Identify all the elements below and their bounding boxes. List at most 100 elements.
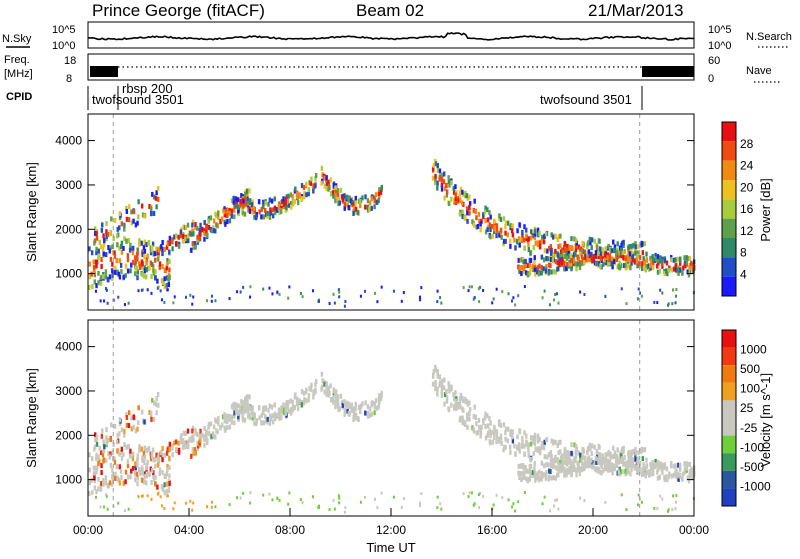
velocity-cell-282 <box>173 440 176 446</box>
velocity-cell-1408 <box>185 501 188 505</box>
power-cell-77 <box>124 273 127 279</box>
power-cell-1461 <box>343 304 346 308</box>
power-cell-1027 <box>625 256 628 262</box>
power-cell-925 <box>568 244 571 250</box>
velocity-cell-768 <box>479 427 482 433</box>
power-cell-1470 <box>492 297 495 301</box>
power-cell-1377 <box>690 265 693 271</box>
power-cell-1471 <box>249 285 252 289</box>
power-cell-640 <box>359 198 362 204</box>
velocity-cell-1286 <box>643 466 646 472</box>
velocity-cell-650 <box>370 411 373 417</box>
velocity-cell-1184 <box>581 454 584 460</box>
power-cell-1200 <box>595 261 598 267</box>
power-cell-842 <box>523 245 526 251</box>
power-cell-1321 <box>660 261 664 267</box>
velocity-cell-653 <box>370 402 373 408</box>
velocity-cell-39 <box>105 458 108 464</box>
power-cell-265 <box>156 256 160 262</box>
velocity-cell-341 <box>203 425 206 431</box>
power-cell-114 <box>140 240 143 246</box>
velocity-cell-512 <box>282 402 285 408</box>
power-cell-164 <box>163 267 167 273</box>
power-cell-782 <box>489 234 492 240</box>
power-cell-426 <box>236 204 240 210</box>
velocity-cell-909 <box>559 439 562 445</box>
velocity-cell-1294 <box>647 472 651 478</box>
power-cell-213 <box>125 205 128 211</box>
power-cell-63 <box>116 242 119 248</box>
velocity-cell-162 <box>163 482 166 488</box>
velocity-cell-199 <box>109 436 113 442</box>
velocity-cell-1482 <box>472 503 475 507</box>
power-cell-868 <box>536 227 540 233</box>
velocity-cell-131 <box>150 480 153 486</box>
velocity-cell-132 <box>149 466 153 472</box>
velocity-cell-477 <box>268 420 272 426</box>
power-cell-1184 <box>581 248 584 254</box>
velocity-cell-1273 <box>633 465 637 471</box>
power-cell-796 <box>495 223 499 229</box>
power-cell-106 <box>136 250 139 256</box>
velocity-cell-1119 <box>549 469 552 475</box>
power-cell-1077 <box>524 258 527 264</box>
power-cell-446 <box>251 209 254 215</box>
velocity-cell-1178 <box>579 466 582 472</box>
velocity-cell-1202 <box>594 456 598 462</box>
velocity-cell-1063 <box>518 471 521 477</box>
velocity-cell-814 <box>506 426 510 432</box>
velocity-cell-714 <box>452 392 455 398</box>
power-cell-892 <box>550 248 553 254</box>
velocity-cell-1082 <box>528 476 532 482</box>
velocity-cell-705 <box>447 381 450 387</box>
power-cell-252 <box>143 248 147 254</box>
power-cell-481 <box>270 198 274 204</box>
velocity-cell-444 <box>248 414 252 420</box>
power-cell-1221 <box>604 253 607 259</box>
velocity-cell-903 <box>557 440 561 446</box>
power-cell-430 <box>239 198 242 204</box>
power-cell-880 <box>543 233 546 239</box>
power-cell-564 <box>320 180 323 186</box>
velocity-cell-832 <box>517 442 521 448</box>
power-cell-1045 <box>634 244 637 250</box>
power-cell-100 <box>136 269 140 275</box>
velocity-cell-452 <box>253 420 256 426</box>
velocity-cell-237 <box>152 400 156 406</box>
power-cell-1483 <box>583 293 586 297</box>
velocity-cell-806 <box>499 422 503 428</box>
velocity-cell-474 <box>267 407 270 413</box>
velocity-cell-811 <box>504 436 507 442</box>
velocity-cell-89 <box>129 448 132 454</box>
power-cell-1435 <box>625 302 628 306</box>
power-cell-1100 <box>537 271 541 277</box>
velocity-cell-899 <box>554 439 557 445</box>
velocity-cell-347 <box>205 430 208 436</box>
power-cell-42 <box>106 276 110 282</box>
power-cell-819 <box>508 238 512 244</box>
power-cell-1265 <box>629 265 632 271</box>
velocity-cell-545 <box>303 397 306 403</box>
power-cell-1304 <box>651 254 654 260</box>
velocity-cell-387 <box>233 413 236 419</box>
power-cell-649 <box>368 200 372 206</box>
power-cell-1069 <box>522 269 525 275</box>
power-cell-83 <box>126 268 130 274</box>
velocity-cell-590 <box>334 395 338 401</box>
freq-panel: Freq. [MHz] 18 8 60 0 Nave <box>4 53 782 85</box>
velocity-cell-386 <box>230 414 234 420</box>
velocity-cell-940 <box>574 449 578 455</box>
power-cell-1176 <box>578 265 582 271</box>
velocity-cell-1227 <box>609 466 612 472</box>
velocity-cell-160 <box>163 490 166 496</box>
velocity-cell-506 <box>285 402 288 408</box>
power-cell-467 <box>262 204 265 210</box>
power-cell-1079 <box>526 262 530 268</box>
power-colorbar-label: Power [dB] <box>758 178 773 242</box>
power-cell-1201 <box>595 253 598 259</box>
power-cell-922 <box>566 243 569 249</box>
velocity-cell-561 <box>314 378 318 384</box>
power-cell-1283 <box>642 265 646 271</box>
power-cell-1418 <box>604 294 607 298</box>
velocity-cell-17 <box>95 465 99 471</box>
